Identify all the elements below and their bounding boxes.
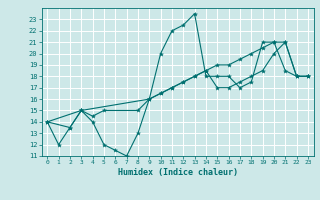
X-axis label: Humidex (Indice chaleur): Humidex (Indice chaleur): [118, 168, 237, 177]
